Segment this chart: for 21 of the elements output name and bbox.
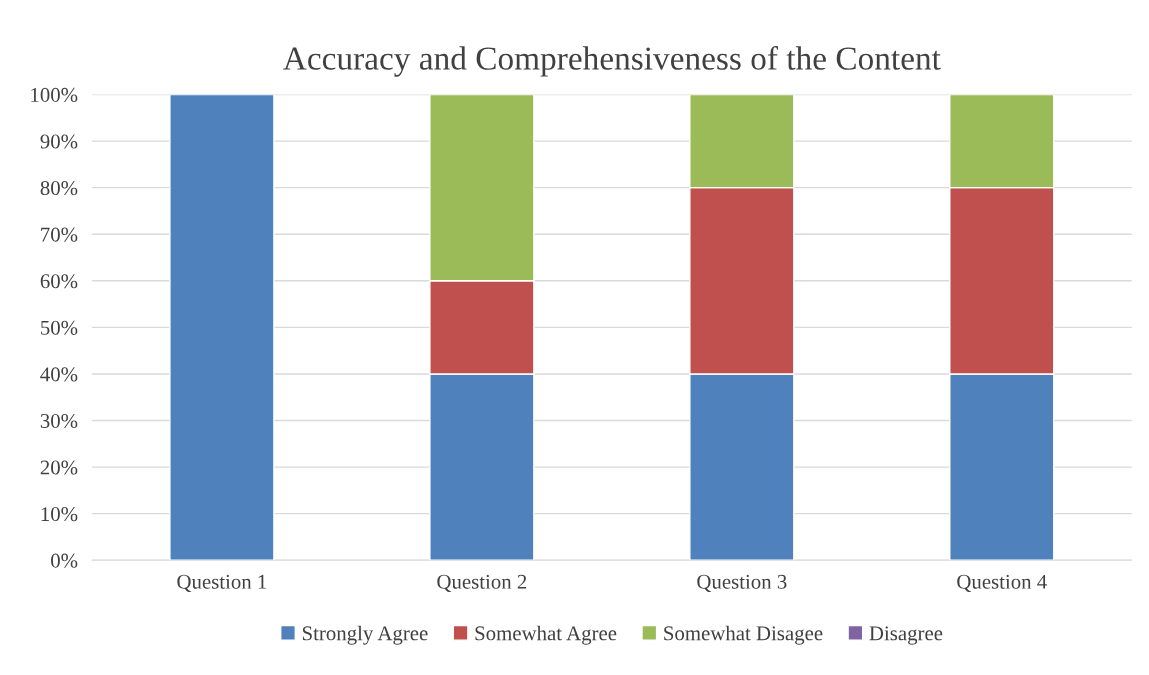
y-tick-label: 10% — [41, 507, 78, 522]
legend-label: Disagree — [869, 626, 943, 645]
y-tick-label: 30% — [40, 413, 78, 429]
x-tick-label: Question 2 — [437, 574, 527, 592]
legend-label: Somewhat Disagee — [664, 625, 823, 645]
y-tick-label: 80% — [40, 181, 78, 196]
y-tick-label: 20% — [40, 460, 78, 475]
y-tick-label: 0% — [51, 553, 78, 568]
y-tick-label: 70% — [41, 227, 78, 242]
legend-label: Strongly Agree — [302, 625, 428, 645]
x-tick-label: Question 1 — [177, 574, 267, 592]
x-tick-label: Question 4 — [957, 574, 1047, 592]
y-tick-label: 100% — [31, 87, 78, 102]
y-tick-label: 50% — [41, 320, 78, 335]
x-tick-label: Question 3 — [697, 574, 787, 592]
chart-title: Accuracy and Comprehensiveness of the Content — [283, 46, 941, 77]
y-tick-label: 40% — [40, 367, 78, 382]
y-tick-label: 60% — [40, 274, 78, 289]
legend-label: Somewhat Agree — [475, 625, 617, 645]
y-tick-label: 90% — [40, 134, 78, 149]
bar — [169, 94, 275, 561]
